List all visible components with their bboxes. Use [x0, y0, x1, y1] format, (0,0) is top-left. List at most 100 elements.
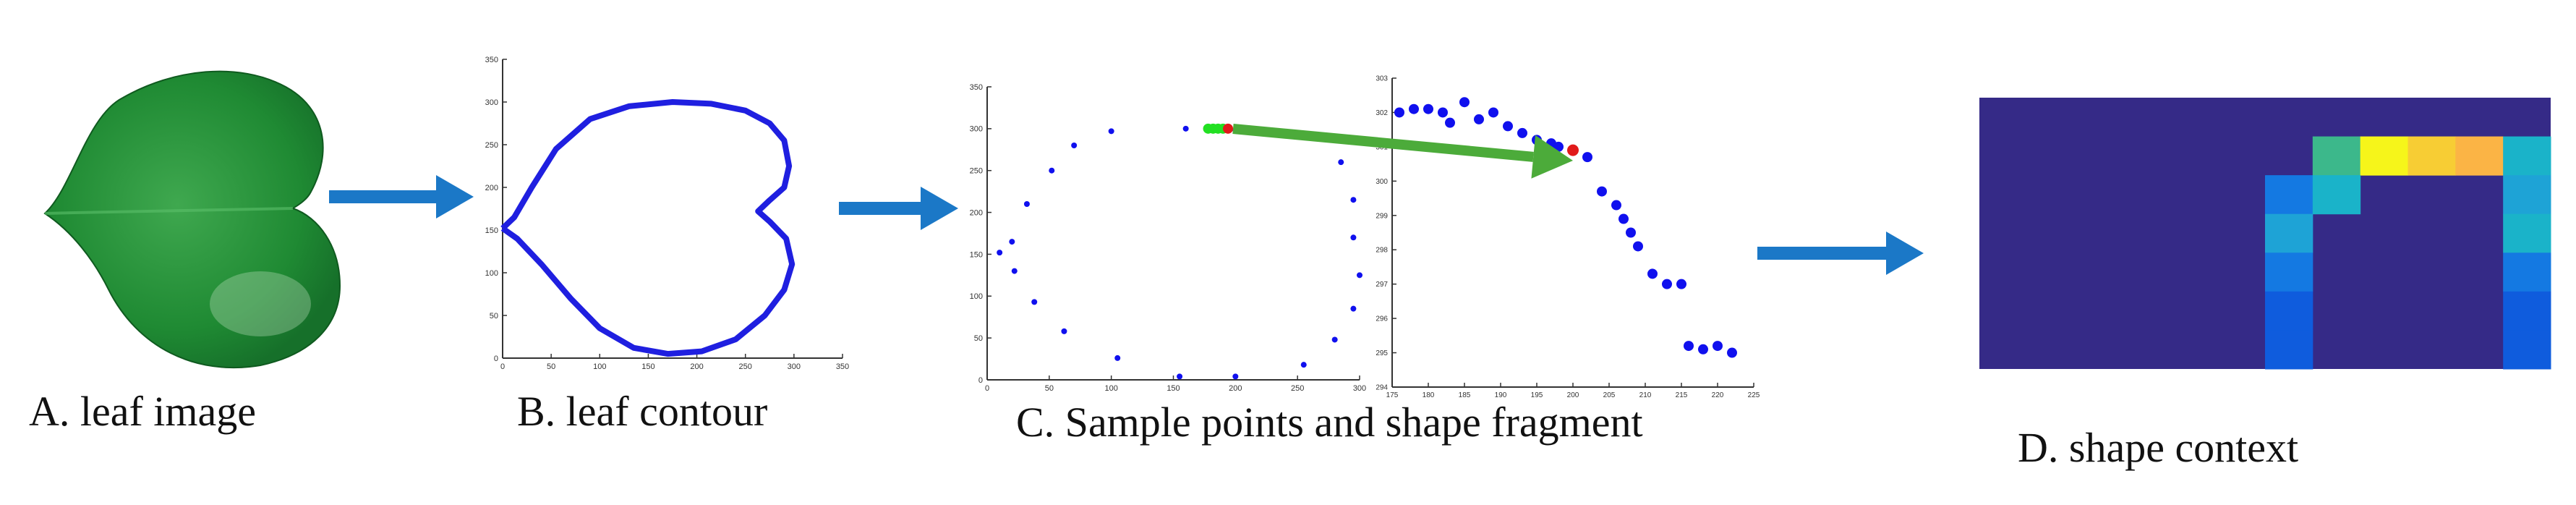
leaf-contour-line [500, 99, 796, 357]
fragment-sample-point [1633, 241, 1643, 252]
x-tick-label: 200 [1567, 391, 1579, 399]
leaf-midrib [44, 207, 294, 215]
fragment-sample-point [1488, 107, 1498, 118]
sample-point [1331, 336, 1338, 343]
heatmap-cell [2312, 136, 2361, 176]
heatmap-cell [2407, 136, 2456, 176]
fragment-sample-point [1503, 121, 1513, 132]
fragment-sample-point [1474, 114, 1484, 124]
sample-point [1023, 201, 1030, 207]
y-tick-label: 298 [1376, 247, 1388, 255]
fragment-sample-point [1676, 279, 1686, 289]
x-tick-label: 185 [1459, 391, 1471, 399]
sample-point [1300, 362, 1307, 368]
heatmap-cell [2503, 252, 2551, 292]
sample-point [1011, 268, 1018, 274]
caption-sample-points: C. Sample points and shape fragment [1016, 399, 1643, 446]
heatmap-cell [2503, 291, 2551, 331]
heatmap-cell [2360, 136, 2408, 176]
leaf-image [43, 70, 341, 369]
fragment-sample-point [1445, 117, 1455, 128]
y-tick-label: 50 [974, 334, 983, 343]
x-tick-label: 210 [1639, 391, 1652, 399]
heatmap-cell [2503, 330, 2551, 370]
leaf-contour-plot: 0 50 100 150 200 250 300 350 0 50 100 150 200 250 300 3… [485, 56, 850, 371]
y-tick-label: 200 [485, 184, 498, 192]
sample-point [997, 250, 1003, 256]
y-tick-label: 295 [1376, 349, 1388, 357]
highlight-point [1567, 144, 1579, 156]
fragment-arrow-head [1531, 135, 1573, 179]
sample-point [1232, 373, 1239, 380]
fragment-sample-point [1662, 279, 1672, 289]
fragment-sample-point [1517, 127, 1527, 138]
heatmap-cell [2265, 252, 2313, 292]
heatmap-cell [2265, 213, 2313, 253]
fragment-arrow-shaft [1232, 124, 1534, 162]
heatmap-cell [2503, 175, 2551, 215]
fragment-sample-point [1438, 107, 1448, 118]
heatmap-cell [2265, 175, 2313, 215]
x-tick-label: 215 [1676, 391, 1688, 399]
shape-context-heatmap [1979, 98, 2551, 370]
x-tick-label: 190 [1495, 391, 1507, 399]
x-tick-label: 100 [1104, 384, 1117, 393]
sample-point [1049, 167, 1055, 174]
fragment-sample-point [1423, 103, 1433, 114]
x-tick-label: 300 [788, 362, 801, 371]
x-tick-label: 225 [1748, 391, 1760, 399]
sample-point [1009, 239, 1015, 245]
y-tick-label: 350 [485, 56, 498, 64]
sample-point [1350, 197, 1357, 203]
y-tick-label: 302 [1376, 109, 1388, 117]
fragment-sample-point [1582, 152, 1592, 163]
x-tick-label: 195 [1531, 391, 1543, 399]
y-tick-label: 303 [1376, 75, 1388, 83]
x-tick-label: 220 [1712, 391, 1724, 399]
x-tick-label: 150 [1167, 384, 1180, 393]
y-tick-label: 50 [490, 312, 498, 321]
x-tick-label: 0 [985, 384, 989, 393]
heatmap-cell [2312, 175, 2361, 215]
x-tick-label: 175 [1386, 391, 1399, 399]
sample-point [1108, 128, 1114, 135]
x-tick-label: 250 [739, 362, 752, 371]
y-tick-label: 200 [970, 208, 983, 217]
reference-point [1223, 123, 1234, 134]
x-tick-label: 50 [1045, 384, 1054, 393]
caption-shape-context: D. shape context [2018, 424, 2299, 471]
x-tick-label: 205 [1603, 391, 1616, 399]
y-tick-label: 250 [485, 141, 498, 150]
fragment-sample-point [1459, 97, 1470, 108]
sample-point [1061, 328, 1067, 334]
y-tick-label: 150 [485, 226, 498, 235]
sample-point [1357, 272, 1362, 279]
heatmap-cell [2503, 213, 2551, 253]
fragment-sample-point [1626, 227, 1636, 238]
sample-point [1114, 355, 1121, 361]
caption-leaf-image: A. leaf image [29, 388, 257, 435]
sample-point [1071, 143, 1078, 148]
x-tick-label: 0 [500, 362, 505, 371]
y-tick-label: 300 [970, 125, 983, 134]
y-tick-label: 294 [1376, 384, 1388, 392]
sample-point [1182, 125, 1189, 132]
heatmap-cell [2455, 136, 2504, 176]
fragment-sample-point [1394, 107, 1404, 118]
fragment-sample-point [1698, 344, 1708, 355]
fragment-sample-point [1647, 268, 1658, 279]
x-tick-label: 150 [641, 362, 654, 371]
y-tick-label: 250 [970, 167, 983, 176]
y-tick-label: 0 [494, 355, 498, 363]
sample-point [1350, 234, 1357, 241]
fragment-arrow [1232, 124, 1573, 179]
y-tick-label: 300 [485, 98, 498, 107]
y-tick-label: 297 [1376, 281, 1388, 289]
y-tick-label: 150 [970, 250, 983, 259]
fragment-sample-point [1611, 200, 1621, 211]
sample-point [1350, 305, 1357, 312]
x-tick-label: 100 [593, 362, 606, 371]
x-tick-label: 250 [1291, 384, 1304, 393]
sample-points-plot: 0 50 100 150 200 250 300 0 50 100 150 200 250 300 350 [970, 83, 1367, 393]
